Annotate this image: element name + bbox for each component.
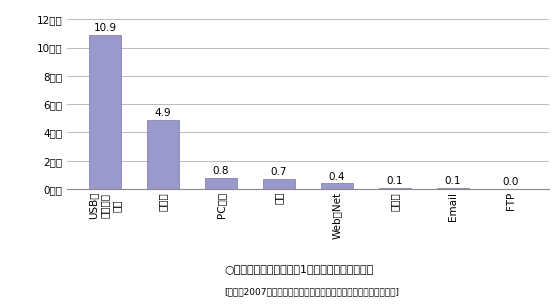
- Bar: [321, 183, 353, 189]
- Text: 4.9: 4.9: [155, 108, 171, 118]
- Text: ○漏えい媒体・経路別の1件あたりの漏えい人数: ○漏えい媒体・経路別の1件あたりの漏えい人数: [224, 264, 374, 274]
- Text: 0.8: 0.8: [213, 166, 229, 176]
- Bar: [147, 120, 179, 189]
- Bar: [379, 188, 411, 189]
- Bar: [437, 188, 469, 189]
- Text: 0.1: 0.1: [445, 176, 461, 186]
- Text: 0.4: 0.4: [329, 172, 346, 182]
- Bar: [89, 35, 121, 189]
- Text: 0.1: 0.1: [387, 176, 403, 186]
- Text: 0.0: 0.0: [503, 178, 519, 187]
- Text: [出展：2007年度情報セキュリティインシデントに関する調査報告]: [出展：2007年度情報セキュリティインシデントに関する調査報告]: [224, 287, 399, 296]
- Text: 0.7: 0.7: [270, 167, 287, 178]
- Text: 10.9: 10.9: [94, 23, 116, 33]
- Bar: [205, 178, 237, 189]
- Bar: [263, 179, 295, 189]
